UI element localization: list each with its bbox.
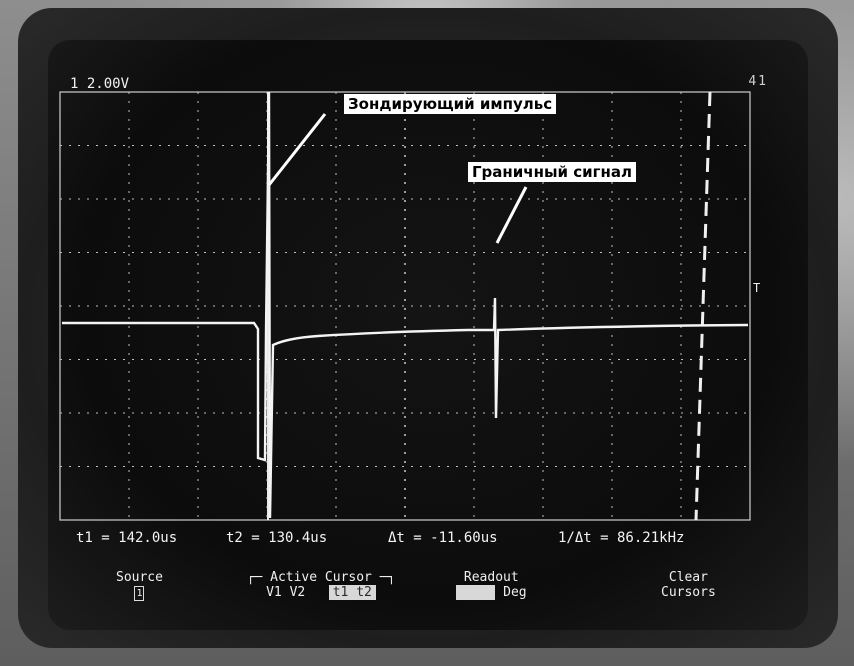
boundary-signal-label: Граничный сигнал: [468, 162, 636, 182]
cursor-t2-line: [694, 91, 712, 521]
softkey-menu: Source 1 ┌─ Active Cursor ─┐ V1 V2 t1 t2…: [76, 570, 796, 630]
active-cursor-label: Active Cursor: [270, 570, 372, 585]
t1-readout: t1 = 142.0us: [76, 530, 178, 546]
boundary-pointer-line: [495, 186, 528, 244]
source-label: Source: [116, 570, 163, 585]
source-softkey[interactable]: Source 1: [116, 570, 163, 601]
readout-selected-box: [456, 585, 496, 600]
probe-pulse-label: Зондирующий импульс: [344, 94, 557, 114]
signal-trace: [62, 91, 749, 519]
status-readout: 41: [748, 74, 768, 89]
readout-label: Readout: [463, 570, 519, 585]
cursors-label: Cursors: [661, 585, 716, 600]
t2-readout: t2 = 130.4us: [226, 530, 328, 546]
clear-label: Clear: [668, 570, 708, 585]
clear-cursors-softkey[interactable]: Clear Cursors: [661, 570, 716, 600]
readout-option-deg: Deg: [503, 585, 527, 600]
probe-pointer-line: [267, 113, 327, 186]
active-cursor-softkey[interactable]: ┌─ Active Cursor ─┐ V1 V2 t1 t2: [246, 570, 396, 600]
readout-softkey[interactable]: Readout Deg: [456, 570, 527, 600]
channel-scale: 1 2.00V: [70, 76, 130, 92]
oscilloscope-screen: T 1 2.00V 41 Зондирующий импульс Граничн…: [48, 40, 808, 630]
source-value: 1: [134, 586, 145, 601]
delta-t-readout: Δt = -11.60us: [388, 530, 498, 546]
active-cursor-options: V1 V2: [266, 585, 306, 600]
active-cursor-selected: t1 t2: [328, 585, 376, 600]
graticule-grid: [60, 92, 750, 520]
inverse-delta-t-readout: 1/Δt = 86.21kHz: [558, 530, 685, 546]
waveform-display: T: [59, 91, 760, 521]
trigger-marker: T: [753, 281, 760, 295]
